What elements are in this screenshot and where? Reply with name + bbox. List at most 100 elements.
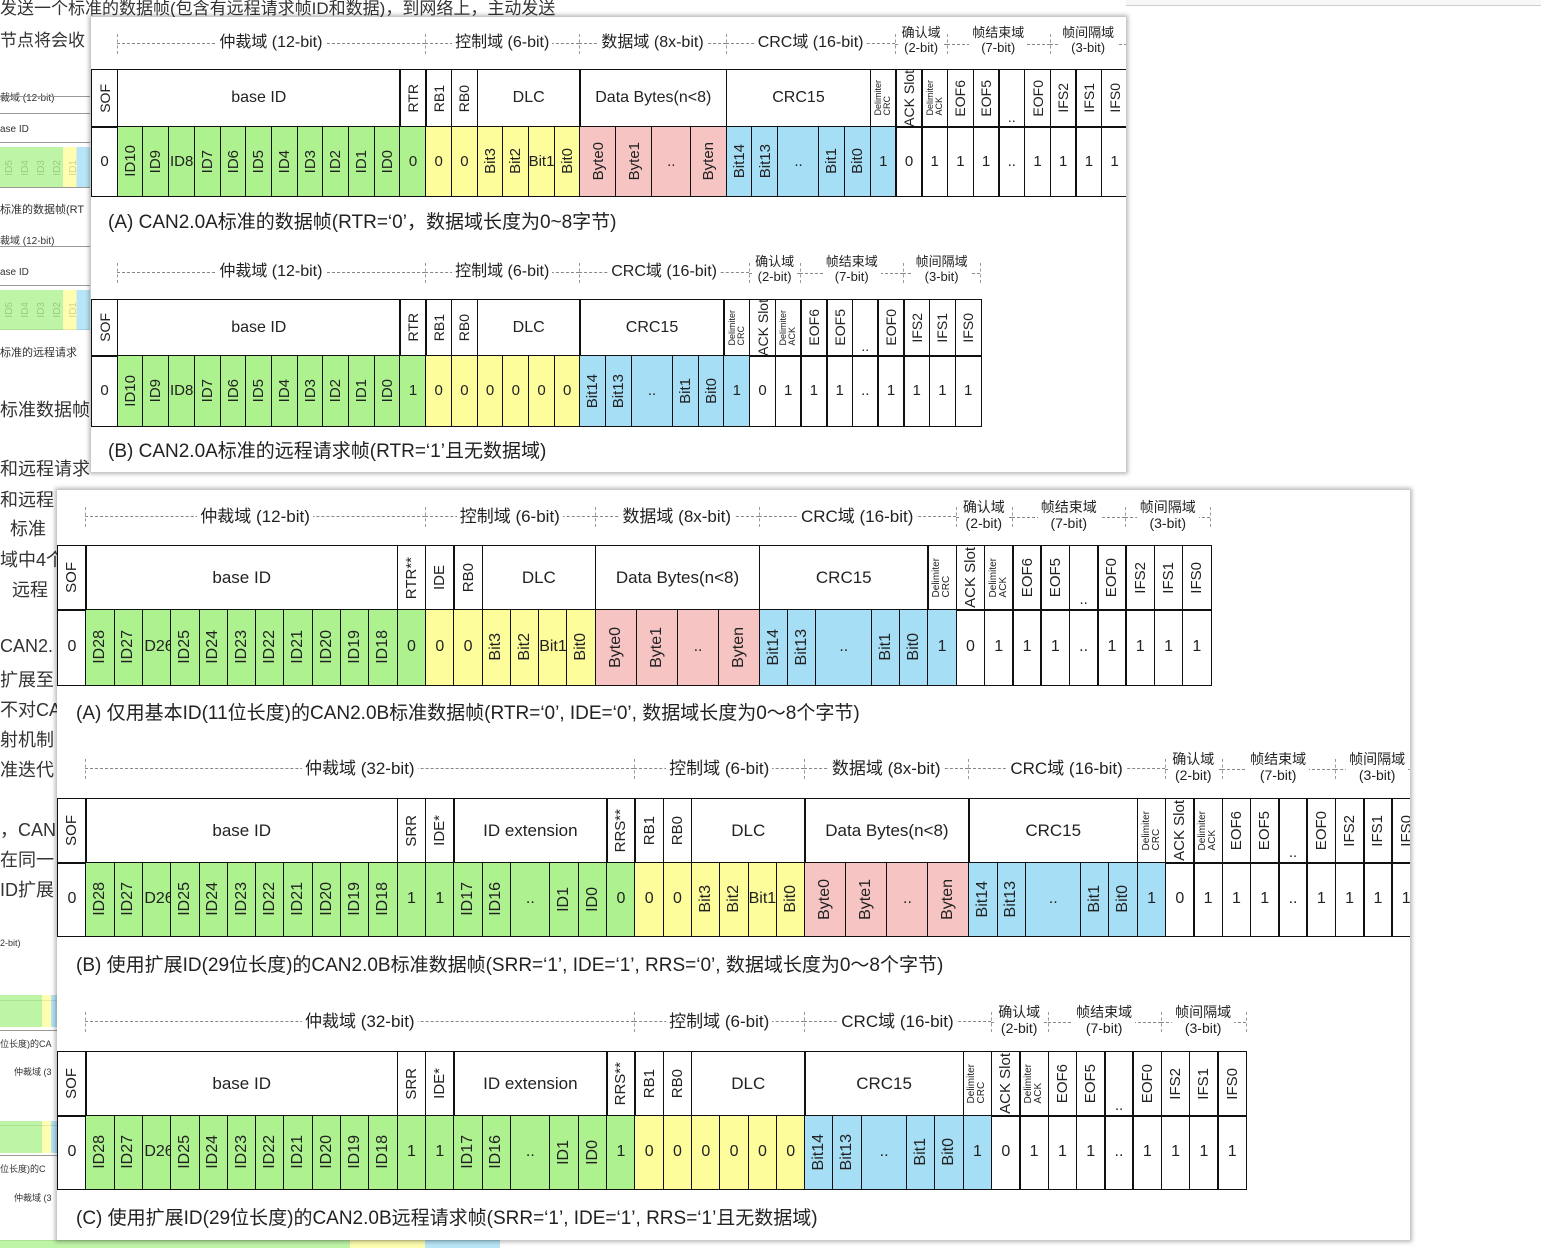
arbitration-field-label: 仲裁域 (32-bit)	[85, 1012, 634, 1032]
crc15-field: CRC15	[968, 798, 1139, 864]
eof-field-label-text: 帧结束域	[1250, 751, 1307, 767]
data-field-label-text: 数据域 (8x-bit)	[601, 34, 704, 51]
crc-delimiter-field-label: CRC	[1150, 828, 1162, 851]
frame-bit-cell: 0	[662, 1115, 693, 1190]
ifs-field-label-text: (3-bit)	[924, 268, 959, 284]
frame-bit-cell: 1	[1181, 609, 1212, 686]
frame-bit-cell: ID18	[368, 609, 399, 686]
frame-bit-value: ID5	[250, 379, 268, 403]
frame-caption: (A) CAN2.0A标准的数据帧(RTR=‘0’，数据域长度为0~8字节)	[108, 212, 617, 233]
frame-bit-value: Bit13	[1002, 881, 1020, 918]
ack-slot-field: ACK Slot	[1164, 798, 1195, 864]
frame-bit-cell: ..	[676, 609, 720, 686]
ifs-field-label: 帧间隔域 (3-bit)	[1335, 751, 1410, 784]
ack-field-label: 确认域 (2-bit)	[956, 499, 1013, 532]
frame-bit-value: Byte0	[589, 142, 607, 181]
can20b-frame-panel: SOF base ID RTR** IDE RB0 DLC Data Bytes(n<8) C…	[57, 490, 1410, 1240]
frame-bit-value: ID24	[204, 630, 222, 665]
crc-delimiter-field-label: CRC	[976, 1081, 988, 1104]
frame-bit-cell: 0	[553, 355, 581, 427]
background-rule	[0, 96, 90, 97]
frame-bit-cell: ID23	[226, 1115, 257, 1190]
arbitration-field-label-text: 仲裁域 (12-bit)	[219, 263, 323, 280]
data-field-label: 数据域 (8x-bit)	[804, 759, 968, 779]
frame-bit-cell: Bit1	[1080, 862, 1110, 937]
ack-field-label-text: 确认域	[755, 254, 795, 269]
frame-bit-value: 1	[784, 382, 793, 400]
crc-delimiter-field-label: Delimiter	[966, 1064, 978, 1104]
ack-delimiter-field-label: ACK	[997, 576, 1009, 598]
control-field-label-text: 控制域 (6-bit)	[459, 507, 560, 526]
data-bytes-field: Data Bytes(n<8)	[594, 545, 761, 611]
crc-field-label: CRC域 (16-bit)	[968, 759, 1165, 779]
frame-bit-cell: Bit14	[968, 862, 999, 937]
background-text-fragment: 位长度)的CA	[0, 1039, 52, 1049]
frame-bit-value: 0	[435, 638, 445, 656]
frame-bit-cell: 0	[453, 609, 483, 686]
rb1-field: RB1	[425, 299, 453, 357]
frame-bit-cell: 1	[1391, 862, 1410, 937]
frame-bit-cell: Bit1	[818, 126, 846, 197]
crc15-field-label: CRC15	[856, 1073, 912, 1093]
frame-bit-value: ID8	[170, 152, 194, 170]
control-field-label-text: 控制域 (6-bit)	[455, 34, 550, 51]
frame-bit-cell: 1	[424, 862, 455, 937]
frame-bit-cell: ID27	[113, 609, 144, 686]
frame-bit-cell: 1	[1334, 862, 1365, 937]
frame-bit-value: ..	[903, 890, 912, 908]
frame-bit-value: 0	[644, 1143, 654, 1161]
frame-bit-cell: ID26	[141, 609, 172, 686]
background-rule	[0, 285, 90, 286]
eof0-field: EOF0	[1097, 545, 1127, 611]
frame-bit-value: ID10	[121, 374, 139, 407]
crc-field-label: CRC域 (16-bit)	[759, 507, 956, 527]
frame-bit-cell: ID1	[348, 355, 376, 427]
arbitration-field-label: 仲裁域 (12-bit)	[117, 34, 425, 53]
frame-bit-cell: ID24	[198, 862, 229, 937]
id-extension-field: ID extension	[453, 1051, 608, 1117]
frame-bit-cell: ID25	[170, 609, 200, 686]
background-text-fragment: 裁域 (12-bit)	[0, 93, 55, 104]
crc15-field: CRC15	[804, 1051, 965, 1117]
background-rule	[0, 113, 90, 114]
ifs0-field-label: IFS0	[1188, 561, 1206, 594]
frame-bit-cell: ID27	[113, 1115, 144, 1190]
frame-bit-value: Bit13	[610, 373, 628, 408]
frame-bit-value: 1	[1084, 152, 1094, 170]
field-ruler-tick	[1334, 759, 1336, 779]
eof6-field: EOF6	[946, 69, 974, 128]
frame-bit-value: Bit2	[725, 885, 743, 914]
background-text-fragment: ase ID	[0, 267, 29, 278]
frame-bit-cell: ID18	[368, 862, 399, 937]
frame-bit-cell: ID17	[453, 862, 483, 937]
arbitration-field-label: 仲裁域 (12-bit)	[117, 263, 425, 282]
frame-bit-value: ID18	[374, 630, 392, 665]
eof6-field-label: EOF6	[805, 309, 822, 347]
background-rule	[0, 142, 90, 143]
frame-bit-value: Bit1	[676, 377, 694, 404]
crc-field-label: CRC域 (16-bit)	[579, 263, 749, 282]
frame-bit-cell: 1	[972, 126, 1000, 197]
eof-dots-field: ..	[1278, 798, 1308, 864]
frame-bit-cell: ID1	[549, 862, 580, 937]
crc15-field-label: CRC15	[772, 89, 825, 107]
background-text-fragment: ID扩展	[0, 880, 54, 900]
ack-delimiter-field: ACK Delimiter	[1019, 1051, 1049, 1117]
eof-field-label: 帧结束域 (7-bit)	[1222, 751, 1335, 784]
ifs2-field: IFS2	[1125, 545, 1156, 611]
ifs0-field: IFS0	[1101, 69, 1126, 128]
frame-bit-cell: 1	[962, 1115, 993, 1190]
dlc-field: DLC	[481, 545, 597, 611]
frame-bit-value: 1	[1147, 890, 1156, 908]
rb0-field: RB0	[450, 69, 478, 128]
field-ruler-tick	[116, 34, 118, 54]
frame-bit-cell: 1	[927, 609, 958, 686]
ack-field-label-text: 确认域	[1172, 751, 1215, 767]
eof-dots-field: ..	[851, 299, 879, 357]
field-ruler-tick	[804, 759, 806, 779]
frame-bit-value: ID25	[176, 1135, 194, 1170]
frame-bit-cell: 0	[634, 862, 665, 937]
ide-field-label: IDE*	[431, 815, 449, 847]
arbitration-field-label-text: 仲裁域 (12-bit)	[200, 507, 310, 526]
frame-bit-value: 1	[1022, 638, 1032, 656]
